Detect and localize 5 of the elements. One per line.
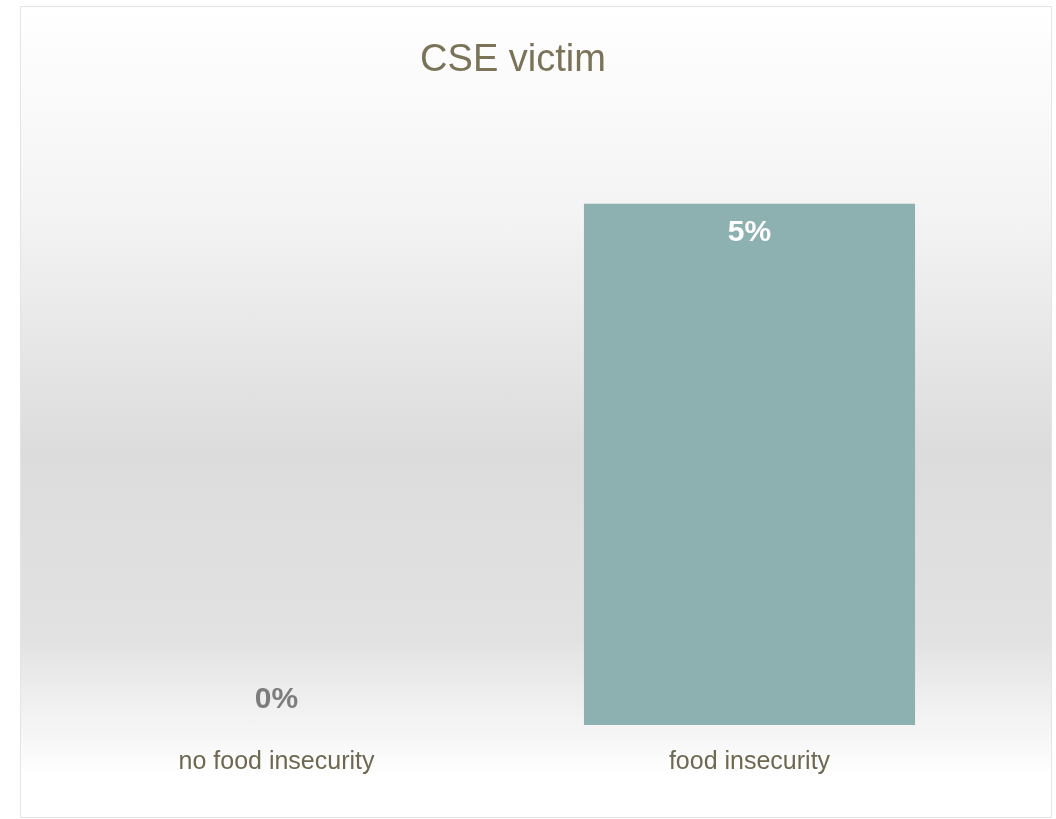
x-tick-label: no food insecurity — [178, 745, 375, 774]
chart-title: CSE victim — [420, 37, 606, 80]
data-label: 0% — [254, 681, 299, 715]
x-tick-label: food insecurity — [668, 745, 831, 774]
data-label: 5% — [727, 213, 772, 247]
